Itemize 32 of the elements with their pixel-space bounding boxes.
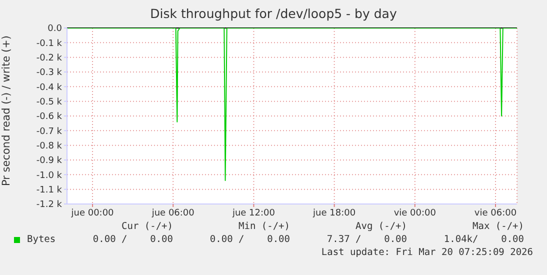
text: 0.00 / 0.00 (208, 234, 290, 245)
text: Cur (-/+) (120, 221, 173, 232)
chart-title: Disk throughput for /dev/loop5 - by day (149, 6, 398, 21)
x-tick-label: vie 06:00 (474, 208, 517, 218)
y-tick-label: -1.2 k (36, 200, 63, 210)
text: Last update: Fri Mar 20 07:25:09 2026 (320, 247, 533, 258)
y-tick-label: -0.3 k (36, 68, 63, 78)
y-tick-label: -0.2 k (36, 54, 63, 64)
y-tick-label: -0.4 k (36, 82, 63, 93)
x-tick-label: jue 18:00 (312, 208, 356, 218)
y-axis-title: Pr second read (-) / write (+) (0, 36, 13, 186)
legend-label: Bytes (27, 234, 56, 245)
x-tick-label: vie 00:00 (394, 208, 436, 218)
y-tick-label: -0.5 k (36, 98, 63, 108)
text: 7.37 / 0.00 (326, 234, 407, 245)
text: 1.04k/ 0.00 (442, 234, 524, 245)
text: Min (-/+) (238, 221, 290, 232)
y-tick-label: -1.1 k (36, 186, 63, 196)
y-tick-label: -0.8 k (36, 142, 63, 152)
y-tick-label: -0.9 k (36, 156, 63, 166)
x-tick-label: jue 12:00 (231, 208, 276, 218)
y-tick-label: 0.0 (48, 24, 62, 34)
x-tick-label: jue 06:00 (150, 208, 195, 218)
y-tick-label: -0.7 k (36, 126, 63, 137)
x-tick-label: jue 00:00 (70, 208, 114, 218)
y-tick-label: -0.6 k (36, 112, 63, 122)
text: 0.00 / 0.00 (92, 234, 173, 245)
line-series (67, 28, 517, 182)
y-tick-label: -0.1 k (36, 38, 63, 49)
text: Avg (-/+) (354, 221, 407, 232)
y-tick-label: -1.0 k (36, 170, 63, 181)
text: Max (-/+) (472, 221, 524, 232)
